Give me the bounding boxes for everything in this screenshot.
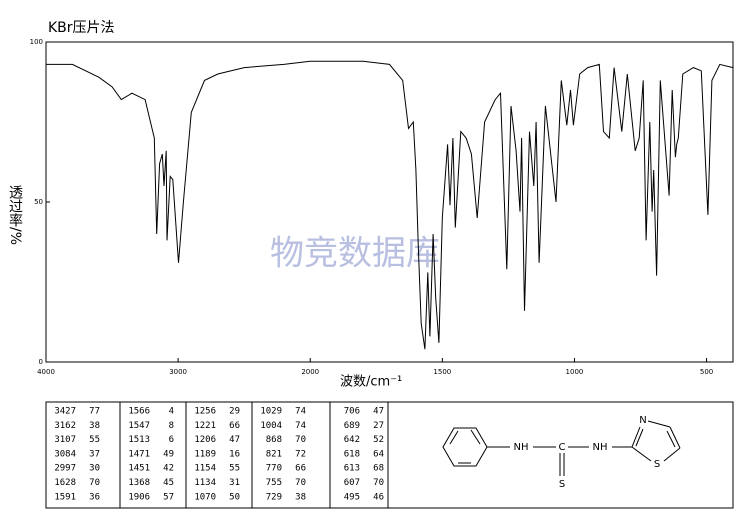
table-dividers <box>119 402 389 508</box>
table-wavenumber: 3162 <box>54 421 76 431</box>
atom-label: C <box>559 442 566 453</box>
table-wavenumber: 607 <box>344 478 360 488</box>
table-value: 31 <box>229 478 240 488</box>
table-value: 6 <box>169 435 174 445</box>
table-value: 68 <box>373 464 384 474</box>
table-value: 57 <box>163 492 174 502</box>
table-value: 47 <box>373 407 384 417</box>
table-value: 42 <box>163 464 174 474</box>
table-value: 30 <box>89 464 100 474</box>
table-value: 52 <box>373 435 384 445</box>
table-wavenumber: 1070 <box>194 492 216 502</box>
table-value: 55 <box>229 464 240 474</box>
table-value: 64 <box>373 449 384 459</box>
table-value: 74 <box>295 407 306 417</box>
atom-label: S <box>559 479 565 490</box>
table-wavenumber: 1004 <box>260 421 282 431</box>
atom-label: S <box>654 459 660 470</box>
table-wavenumber: 1906 <box>128 492 150 502</box>
x-tick-label: 4000 <box>37 368 55 376</box>
table-value: 47 <box>229 435 240 445</box>
atom-label: NH <box>514 442 529 453</box>
table-wavenumber: 1628 <box>54 478 76 488</box>
table-wavenumber: 1154 <box>194 464 216 474</box>
table-value: 29 <box>229 407 240 417</box>
table-wavenumber: 770 <box>266 464 282 474</box>
table-value: 77 <box>89 407 100 417</box>
chart-title: KBr压片法 <box>48 20 115 36</box>
table-wavenumber: 642 <box>344 435 360 445</box>
table-wavenumber: 729 <box>266 492 282 502</box>
table-value: 46 <box>373 492 384 502</box>
table-value: 49 <box>163 449 174 459</box>
y-tick-label: 100 <box>30 38 43 46</box>
table-wavenumber: 3084 <box>54 449 76 459</box>
table-frame <box>45 401 734 509</box>
table-wavenumber: 706 <box>344 407 360 417</box>
table-wavenumber: 755 <box>266 478 282 488</box>
table-wavenumber: 3427 <box>54 407 76 417</box>
spectrum-line <box>46 60 734 350</box>
table-value: 27 <box>373 421 384 431</box>
table-value: 37 <box>89 449 100 459</box>
table-wavenumber: 1221 <box>194 421 216 431</box>
table-value: 38 <box>89 421 100 431</box>
table-wavenumber: 1451 <box>128 464 150 474</box>
table-value: 70 <box>373 478 384 488</box>
table-wavenumber: 1471 <box>128 449 150 459</box>
table-wavenumber: 1189 <box>194 449 216 459</box>
table-wavenumber: 1029 <box>260 407 282 417</box>
table-wavenumber: 1206 <box>194 435 216 445</box>
table-wavenumber: 868 <box>266 435 282 445</box>
table-value: 4 <box>169 407 174 417</box>
table-value: 55 <box>89 435 100 445</box>
y-tick-label: 0 <box>39 358 43 366</box>
x-tick-label: 2000 <box>301 368 319 376</box>
table-wavenumber: 613 <box>344 464 360 474</box>
table-wavenumber: 1566 <box>128 407 150 417</box>
table-value: 36 <box>89 492 100 502</box>
y-axis-label: 透过率/% <box>7 185 23 245</box>
table-wavenumber: 1256 <box>194 407 216 417</box>
table-wavenumber: 1368 <box>128 478 150 488</box>
table-value: 70 <box>295 435 306 445</box>
x-tick-label: 500 <box>700 368 713 376</box>
table-value: 16 <box>229 449 240 459</box>
table-value: 66 <box>295 464 306 474</box>
watermark: 物竞数据库 <box>270 234 440 274</box>
atom-label: N <box>639 415 646 426</box>
table-wavenumber: 495 <box>344 492 360 502</box>
table-value: 70 <box>89 478 100 488</box>
structure-bonds <box>442 420 681 476</box>
table-value: 38 <box>295 492 306 502</box>
table-value: 74 <box>295 421 306 431</box>
table-value: 66 <box>229 421 240 431</box>
table-value: 8 <box>169 421 174 431</box>
table-value: 72 <box>295 449 306 459</box>
y-tick-label: 50 <box>34 198 43 206</box>
table-wavenumber: 3107 <box>54 435 76 445</box>
table-value: 50 <box>229 492 240 502</box>
atom-label: NH <box>593 442 608 453</box>
x-tick-label: 3000 <box>169 368 187 376</box>
x-tick-label: 1500 <box>433 368 451 376</box>
table-wavenumber: 821 <box>266 449 282 459</box>
table-wavenumber: 1134 <box>194 478 216 488</box>
table-wavenumber: 1547 <box>128 421 150 431</box>
table-wavenumber: 1591 <box>54 492 76 502</box>
table-wavenumber: 689 <box>344 421 360 431</box>
table-wavenumber: 618 <box>344 449 360 459</box>
plot-frame <box>45 41 734 363</box>
x-axis-label: 波数/cm⁻¹ <box>340 375 402 390</box>
table-wavenumber: 1513 <box>128 435 150 445</box>
x-tick-label: 1000 <box>566 368 584 376</box>
table-value: 70 <box>295 478 306 488</box>
table-wavenumber: 2997 <box>54 464 76 474</box>
table-value: 45 <box>163 478 174 488</box>
